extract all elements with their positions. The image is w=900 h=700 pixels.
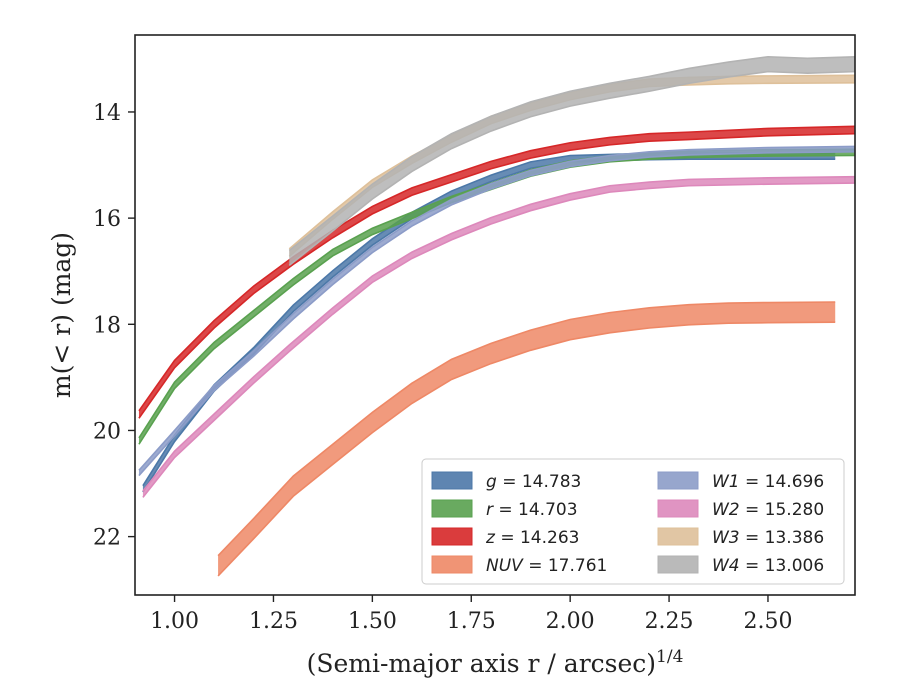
y-tick-label: 22 [93, 526, 121, 551]
series-line-upper [142, 175, 855, 492]
legend-swatch [657, 555, 699, 574]
legend-entry-r: r = 14.703 [431, 499, 578, 520]
legend-swatch [431, 527, 473, 546]
legend-label: W1 = 14.696 [712, 472, 824, 492]
legend-swatch [431, 471, 473, 490]
legend-swatch [657, 471, 699, 490]
x-tick-label: 1.25 [249, 609, 298, 634]
series-line-upper [138, 125, 855, 412]
x-tick-label: 1.50 [348, 609, 397, 634]
series-band [142, 176, 855, 498]
legend-label: W2 = 15.280 [712, 500, 824, 520]
plot-frame [134, 34, 856, 596]
x-axis-label-exponent: 1/4 [656, 647, 683, 667]
series-w4 [288, 55, 855, 266]
legend-label: z = 14.263 [485, 528, 579, 548]
legend-entry-nuv: NUV = 17.761 [431, 555, 607, 576]
legend-entry-z: z = 14.263 [431, 527, 579, 548]
x-tick-label: 2.00 [546, 609, 595, 634]
y-tick-label: 16 [93, 207, 121, 232]
series-line-lower [217, 321, 836, 577]
series-line-upper [217, 301, 836, 557]
series-line-upper [138, 145, 855, 471]
x-axis-ticks: 1.00 1.25 1.50 1.75 2.00 2.25 2.50 [150, 595, 792, 634]
series-line-lower [288, 70, 855, 266]
series-line-lower [142, 182, 855, 498]
series-line-lower [138, 150, 855, 477]
series-band [218, 301, 836, 576]
legend-swatch [657, 499, 699, 518]
x-tick-label: 1.00 [150, 609, 199, 634]
y-tick-label: 14 [93, 101, 121, 126]
legend-entry-w3: W3 = 13.386 [657, 527, 824, 548]
legend-label: g = 14.783 [486, 472, 581, 492]
series-w2 [142, 175, 855, 498]
y-axis-label: m(< r) (mag) [47, 232, 76, 398]
legend-swatch [431, 555, 473, 574]
series-w1 [138, 145, 855, 477]
series-z [138, 125, 855, 419]
series-line-lower [138, 132, 855, 419]
series-band [142, 152, 836, 493]
legend-label: W4 = 13.006 [712, 556, 824, 576]
legend-label: W3 = 13.386 [712, 528, 824, 548]
legend-entry-w4: W4 = 13.006 [657, 555, 824, 576]
legend-swatch [431, 499, 473, 518]
series-line-lower [142, 158, 836, 493]
series-band [289, 56, 855, 266]
series-layer [138, 55, 855, 577]
legend-label: r = 14.703 [486, 500, 578, 520]
x-axis-label-main: (Semi-major axis r / arcsec) [307, 649, 656, 678]
legend-frame [421, 458, 845, 585]
series-band [138, 126, 855, 419]
x-tick-label: 1.75 [447, 609, 496, 634]
legend: g = 14.783 r = 14.703 z = 14.263 NUV = 17.7… [421, 458, 845, 585]
y-tick-label: 18 [93, 313, 121, 338]
y-tick-label: 20 [93, 419, 121, 444]
legend-entry-w1: W1 = 14.696 [657, 471, 824, 492]
x-tick-label: 2.25 [645, 609, 694, 634]
legend-entry-w2: W2 = 15.280 [657, 499, 824, 520]
x-axis-label: (Semi-major axis r / arcsec)1/4 [307, 647, 684, 678]
series-line-upper [288, 55, 855, 252]
series-nuv [217, 301, 836, 577]
y-axis-ticks: 14 16 18 20 22 [93, 101, 135, 551]
legend-entry-g: g = 14.783 [431, 471, 581, 492]
plot-area [134, 34, 856, 596]
legend-swatch [657, 527, 699, 546]
x-tick-label: 2.50 [743, 609, 792, 634]
legend-label: NUV = 17.761 [486, 556, 607, 576]
